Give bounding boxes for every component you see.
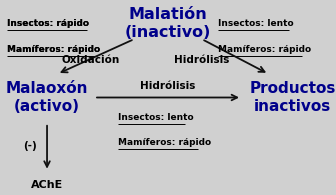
Text: Malaoxón
(activo): Malaoxón (activo) <box>6 81 88 114</box>
Text: AChE: AChE <box>31 180 63 190</box>
Text: Mamíferos: rápido: Mamíferos: rápido <box>118 138 211 147</box>
Text: Mamíferos: rápido: Mamíferos: rápido <box>218 45 311 54</box>
Text: Insectos: lento: Insectos: lento <box>218 20 294 28</box>
Text: Hidrólisis: Hidrólisis <box>174 55 229 66</box>
Text: Mamíferos: rápido: Mamíferos: rápido <box>7 45 100 54</box>
Text: Insectos: lento: Insectos: lento <box>118 113 193 122</box>
Text: Oxidación: Oxidación <box>61 55 120 66</box>
Text: Mamíferos: rápido: Mamíferos: rápido <box>7 45 100 54</box>
Text: Hidrólisis: Hidrólisis <box>140 81 196 91</box>
Text: Productos
inactivos: Productos inactivos <box>249 81 336 114</box>
Text: Insectos: rápido: Insectos: rápido <box>7 20 89 28</box>
Text: Malatión
(inactivo): Malatión (inactivo) <box>125 7 211 40</box>
Text: Insectos: rápido: Insectos: rápido <box>7 20 89 28</box>
Text: (-): (-) <box>24 141 37 151</box>
